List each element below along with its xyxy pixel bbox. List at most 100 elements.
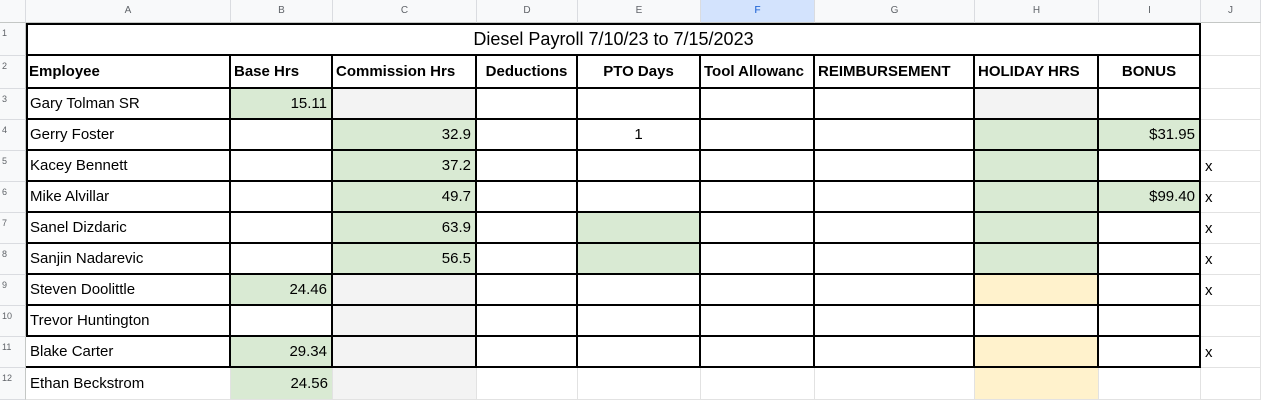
select-all-corner[interactable] (0, 0, 26, 23)
cell-deductions[interactable] (477, 306, 578, 337)
header-holiday-hrs[interactable]: HOLIDAY HRS (975, 56, 1099, 89)
cell-employee[interactable]: Gary Tolman SR (26, 89, 231, 120)
cell-holiday-hrs[interactable] (975, 275, 1099, 306)
cell-commission-hrs[interactable]: 32.9 (333, 120, 477, 151)
row-header-12[interactable]: 12 (0, 368, 26, 400)
header-tool-allowance[interactable]: Tool Allowanc (701, 56, 815, 89)
mark-cell[interactable] (1201, 368, 1261, 400)
cell-holiday-hrs[interactable] (975, 151, 1099, 182)
cell-tool-allowance[interactable] (701, 368, 815, 400)
column-header-g[interactable]: G (815, 0, 975, 23)
mark-cell[interactable] (1201, 89, 1261, 120)
cell-tool-allowance[interactable] (701, 182, 815, 213)
cell-bonus[interactable] (1099, 275, 1201, 306)
cell-pto-days[interactable] (578, 275, 701, 306)
cell-base-hrs[interactable] (231, 244, 333, 275)
cell-commission-hrs[interactable] (333, 306, 477, 337)
cell-holiday-hrs[interactable] (975, 368, 1099, 400)
cell-base-hrs[interactable] (231, 306, 333, 337)
cell-reimbursement[interactable] (815, 151, 975, 182)
header-base-hrs[interactable]: Base Hrs (231, 56, 333, 89)
mark-cell[interactable]: x (1201, 244, 1261, 275)
cell-tool-allowance[interactable] (701, 213, 815, 244)
column-header-j[interactable]: J (1201, 0, 1261, 23)
cell-employee[interactable]: Sanjin Nadarevic (26, 244, 231, 275)
row-header-10[interactable]: 10 (0, 306, 26, 337)
cell-reimbursement[interactable] (815, 182, 975, 213)
cell-holiday-hrs[interactable] (975, 337, 1099, 368)
cell-commission-hrs[interactable] (333, 89, 477, 120)
cell-base-hrs[interactable]: 15.11 (231, 89, 333, 120)
cell-deductions[interactable] (477, 213, 578, 244)
cell-pto-days[interactable] (578, 306, 701, 337)
cell-reimbursement[interactable] (815, 89, 975, 120)
cell-tool-allowance[interactable] (701, 306, 815, 337)
cell-bonus[interactable] (1099, 368, 1201, 400)
cell-tool-allowance[interactable] (701, 337, 815, 368)
cell-holiday-hrs[interactable] (975, 89, 1099, 120)
cell-commission-hrs[interactable]: 49.7 (333, 182, 477, 213)
row-header-9[interactable]: 9 (0, 275, 26, 306)
cell-reimbursement[interactable] (815, 337, 975, 368)
cell-holiday-hrs[interactable] (975, 182, 1099, 213)
cell-deductions[interactable] (477, 368, 578, 400)
cell-employee[interactable]: Kacey Bennett (26, 151, 231, 182)
cell-pto-days[interactable] (578, 89, 701, 120)
cell-employee[interactable]: Ethan Beckstrom (26, 368, 231, 400)
cell-tool-allowance[interactable] (701, 89, 815, 120)
cell-deductions[interactable] (477, 151, 578, 182)
mark-cell[interactable]: x (1201, 275, 1261, 306)
row-header-5[interactable]: 5 (0, 151, 26, 182)
cell-reimbursement[interactable] (815, 275, 975, 306)
cell-base-hrs[interactable]: 29.34 (231, 337, 333, 368)
cell-tool-allowance[interactable] (701, 151, 815, 182)
cell-reimbursement[interactable] (815, 368, 975, 400)
mark-cell[interactable] (1201, 120, 1261, 151)
cell-bonus[interactable] (1099, 244, 1201, 275)
cell-pto-days[interactable] (578, 244, 701, 275)
column-header-i[interactable]: I (1099, 0, 1201, 23)
cell-base-hrs[interactable] (231, 213, 333, 244)
cell-deductions[interactable] (477, 120, 578, 151)
cell-bonus[interactable] (1099, 151, 1201, 182)
row-header-4[interactable]: 4 (0, 120, 26, 151)
empty-cell[interactable] (1201, 56, 1261, 89)
mark-cell[interactable]: x (1201, 151, 1261, 182)
cell-base-hrs[interactable]: 24.56 (231, 368, 333, 400)
cell-commission-hrs[interactable] (333, 275, 477, 306)
cell-pto-days[interactable] (578, 337, 701, 368)
cell-pto-days[interactable] (578, 213, 701, 244)
mark-cell[interactable]: x (1201, 213, 1261, 244)
cell-pto-days[interactable] (578, 182, 701, 213)
sheet-title[interactable]: Diesel Payroll 7/10/23 to 7/15/2023 (26, 23, 1201, 56)
column-header-a[interactable]: A (26, 0, 231, 23)
row-header-6[interactable]: 6 (0, 182, 26, 213)
column-header-h[interactable]: H (975, 0, 1099, 23)
cell-deductions[interactable] (477, 244, 578, 275)
row-header-8[interactable]: 8 (0, 244, 26, 275)
cell-bonus[interactable] (1099, 213, 1201, 244)
cell-pto-days[interactable]: 1 (578, 120, 701, 151)
column-header-e[interactable]: E (578, 0, 701, 23)
cell-reimbursement[interactable] (815, 120, 975, 151)
cell-employee[interactable]: Gerry Foster (26, 120, 231, 151)
cell-employee[interactable]: Steven Doolittle (26, 275, 231, 306)
column-header-b[interactable]: B (231, 0, 333, 23)
cell-employee[interactable]: Mike Alvillar (26, 182, 231, 213)
cell-base-hrs[interactable] (231, 151, 333, 182)
cell-employee[interactable]: Blake Carter (26, 337, 231, 368)
row-header-2[interactable]: 2 (0, 56, 26, 89)
row-header-1[interactable]: 1 (0, 23, 26, 56)
cell-deductions[interactable] (477, 275, 578, 306)
cell-holiday-hrs[interactable] (975, 120, 1099, 151)
cell-bonus[interactable] (1099, 337, 1201, 368)
cell-deductions[interactable] (477, 89, 578, 120)
cell-reimbursement[interactable] (815, 244, 975, 275)
cell-holiday-hrs[interactable] (975, 244, 1099, 275)
cell-reimbursement[interactable] (815, 306, 975, 337)
header-commission-hrs[interactable]: Commission Hrs (333, 56, 477, 89)
cell-tool-allowance[interactable] (701, 275, 815, 306)
cell-bonus[interactable]: $31.95 (1099, 120, 1201, 151)
column-header-f[interactable]: F (701, 0, 815, 23)
cell-tool-allowance[interactable] (701, 244, 815, 275)
